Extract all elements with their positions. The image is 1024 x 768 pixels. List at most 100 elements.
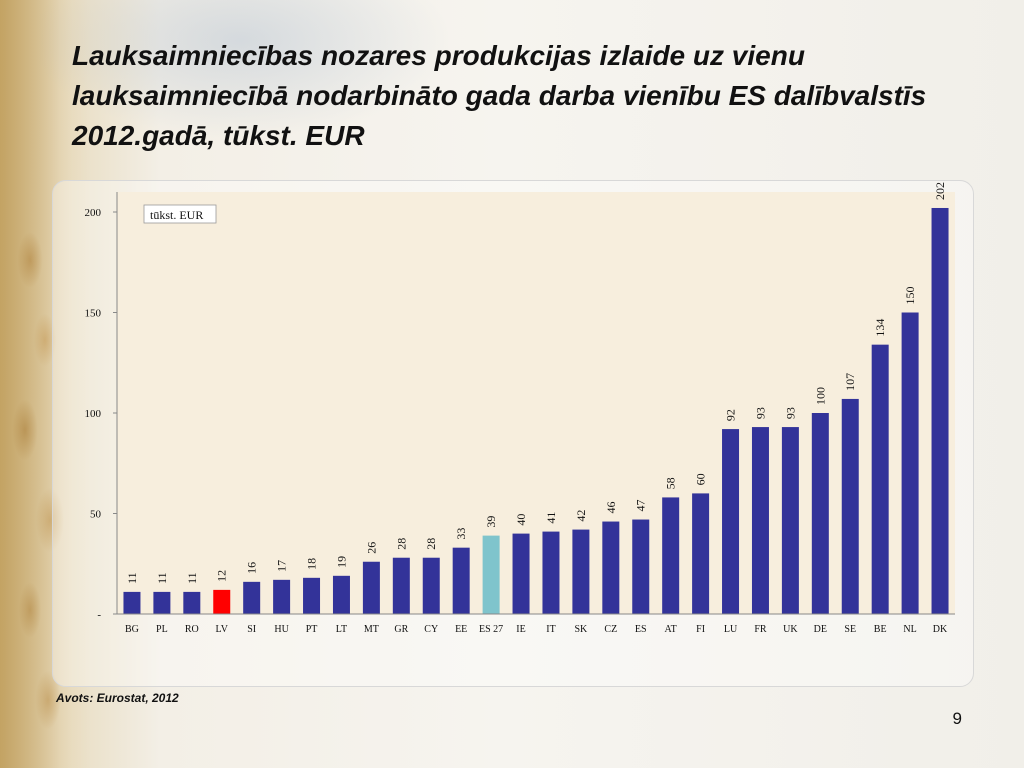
bar-se: [841, 398, 859, 614]
bar-si: [243, 581, 261, 614]
bar-es-27: [482, 535, 500, 614]
bar-hu: [273, 579, 291, 614]
bar-sk: [572, 529, 590, 614]
bar-ie: [512, 533, 530, 614]
category-label: CZ: [604, 624, 617, 635]
category-label: FR: [754, 624, 767, 635]
category-label: LT: [336, 624, 347, 635]
value-label: 93: [753, 407, 767, 419]
bar-dk: [931, 207, 949, 615]
bar-lv: [213, 589, 231, 614]
value-label: 41: [544, 512, 558, 524]
value-label: 40: [514, 514, 528, 526]
category-label: LV: [216, 624, 229, 635]
value-label: 11: [125, 572, 139, 584]
value-label: 47: [634, 500, 648, 512]
bar-at: [662, 497, 680, 614]
value-label: 19: [334, 556, 348, 568]
bar-lu: [722, 429, 740, 614]
value-label: 107: [843, 373, 857, 391]
bar-pl: [153, 591, 171, 614]
category-label: RO: [185, 624, 199, 635]
category-label: MT: [364, 624, 379, 635]
bar-pt: [303, 577, 321, 614]
value-label: 33: [454, 528, 468, 540]
y-tick-label: -: [97, 609, 101, 621]
category-label: AT: [665, 624, 677, 635]
bars-group: [123, 207, 949, 615]
slide-title: Lauksaimniecības nozares produkcijas izl…: [72, 40, 927, 151]
y-tick-label: 100: [85, 408, 102, 420]
category-label: ES 27: [479, 624, 503, 635]
plot-area: [117, 192, 955, 614]
category-label: ES: [635, 624, 647, 635]
source-note: Avots: Eurostat, 2012: [56, 691, 179, 705]
wheat-background-decoration: [0, 0, 90, 768]
bar-be: [871, 344, 889, 614]
value-label: 46: [604, 502, 618, 514]
bar-uk: [781, 427, 799, 614]
y-tick-label: 200: [85, 207, 102, 219]
value-label: 58: [664, 477, 678, 489]
bar-nl: [901, 312, 919, 614]
bar-cy: [422, 557, 440, 614]
page-number: 9: [952, 709, 962, 728]
category-label: DE: [814, 624, 827, 635]
category-label: SK: [574, 624, 588, 635]
value-label: 92: [724, 409, 738, 421]
y-tick-label: 150: [85, 308, 102, 320]
unit-label: tūkst. EUR: [150, 208, 203, 222]
bar-cz: [602, 521, 620, 614]
value-label: 12: [215, 570, 229, 582]
value-label: 18: [305, 558, 319, 570]
value-label: 42: [574, 510, 588, 522]
category-label: EE: [455, 624, 467, 635]
value-label: 39: [484, 516, 498, 528]
bar-it: [542, 531, 560, 614]
category-label: IT: [546, 624, 555, 635]
category-label: NL: [903, 624, 916, 635]
value-label: 26: [364, 542, 378, 554]
y-tick-label: 50: [90, 509, 102, 521]
bar-fi: [692, 493, 710, 614]
category-label: BE: [874, 624, 887, 635]
value-label: 11: [155, 572, 169, 584]
value-label: 134: [873, 319, 887, 337]
value-label: 202: [933, 182, 947, 200]
category-label: GR: [394, 624, 408, 635]
bar-mt: [362, 561, 380, 614]
value-label: 28: [394, 538, 408, 550]
category-label: HU: [274, 624, 289, 635]
value-label: 60: [694, 473, 708, 485]
category-label: SE: [844, 624, 856, 635]
sky-background-decoration: [40, 0, 540, 200]
value-label: 93: [783, 407, 797, 419]
category-label: UK: [783, 624, 798, 635]
category-label: DK: [933, 624, 948, 635]
value-label: 150: [903, 287, 917, 305]
category-label: CY: [424, 624, 438, 635]
bar-es: [632, 519, 650, 614]
category-label: FI: [696, 624, 705, 635]
labels-group: BG 11 PL 11 RO 11 LV 12 SI 16 HU 17 PT 18 LT 19 MT 26 GR 28…: [125, 182, 948, 635]
unit-label-box: [143, 204, 217, 224]
category-label: BG: [125, 624, 139, 635]
bar-de: [811, 413, 829, 614]
value-label: 28: [424, 538, 438, 550]
category-label: SI: [247, 624, 256, 635]
value-label: 100: [813, 387, 827, 405]
bar-fr: [751, 427, 769, 614]
bar-ro: [183, 591, 201, 614]
value-label: 16: [245, 562, 259, 574]
value-label: 11: [185, 572, 199, 584]
bar-ee: [452, 547, 470, 614]
axes-group: - 50 100 150 200: [85, 192, 955, 621]
category-label: LU: [724, 624, 738, 635]
bar-lt: [332, 575, 350, 614]
bar-bg: [123, 591, 141, 614]
category-label: PT: [306, 624, 318, 635]
value-label: 17: [275, 560, 289, 572]
category-label: PL: [156, 624, 168, 635]
bar-gr: [392, 557, 410, 614]
